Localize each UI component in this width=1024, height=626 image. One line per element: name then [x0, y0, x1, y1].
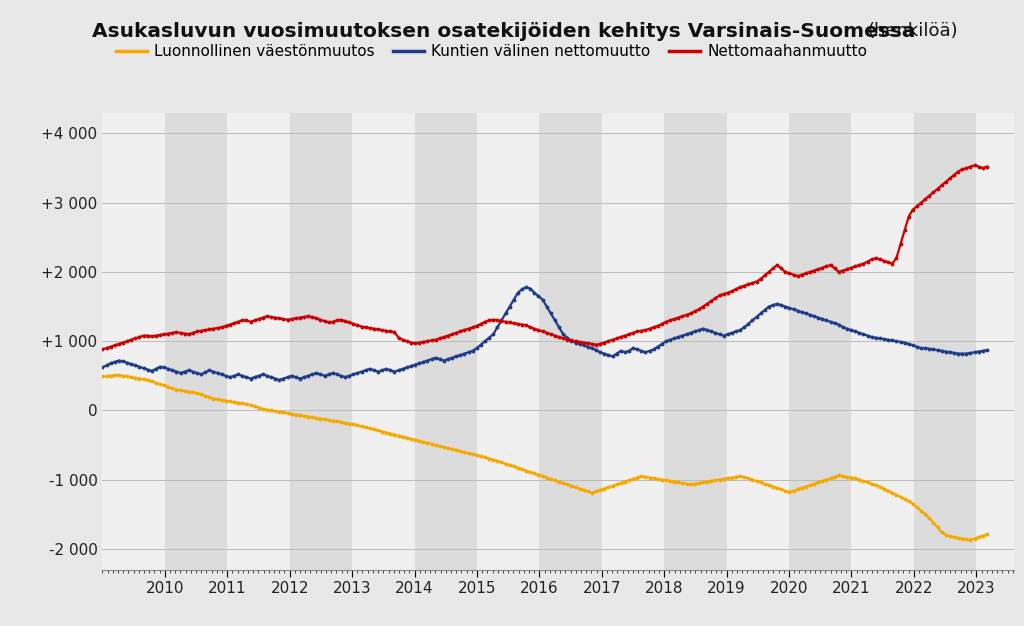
Bar: [477, 113, 540, 570]
Bar: [165, 113, 227, 570]
Bar: [227, 113, 290, 570]
Bar: [290, 113, 352, 570]
Bar: [727, 113, 790, 570]
Bar: [913, 113, 976, 570]
Bar: [976, 113, 1014, 570]
Text: Asukasluvun vuosimuutoksen osatekijöiden kehitys Varsinais-Suomessa: Asukasluvun vuosimuutoksen osatekijöiden…: [92, 22, 915, 41]
Text: (henkilöä): (henkilöä): [867, 22, 958, 40]
Bar: [602, 113, 665, 570]
Bar: [102, 113, 165, 570]
Bar: [852, 113, 913, 570]
Bar: [665, 113, 727, 570]
Legend: Luonnollinen väestönmuutos, Kuntien välinen nettomuutto, Nettomaahanmuutto: Luonnollinen väestönmuutos, Kuntien väli…: [110, 38, 873, 65]
Bar: [415, 113, 477, 570]
Bar: [352, 113, 415, 570]
Bar: [540, 113, 602, 570]
Bar: [790, 113, 852, 570]
